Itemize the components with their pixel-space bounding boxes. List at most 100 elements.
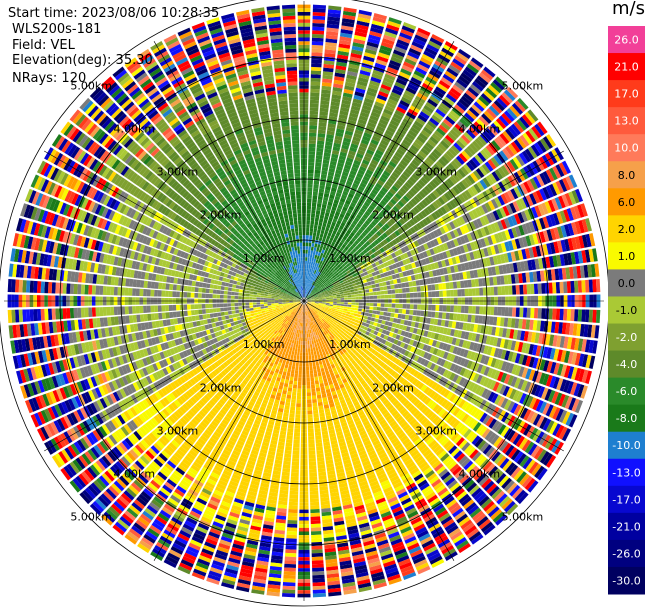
radar-gate bbox=[306, 283, 309, 287]
radar-gate bbox=[312, 8, 326, 13]
radar-gate bbox=[347, 176, 354, 183]
radar-gate bbox=[318, 263, 322, 268]
radar-gate bbox=[319, 233, 324, 238]
radar-gate bbox=[320, 100, 330, 105]
radar-gate bbox=[298, 377, 302, 382]
radar-gate bbox=[372, 287, 377, 292]
radar-gate bbox=[294, 425, 301, 430]
radar-gate bbox=[338, 155, 347, 161]
radar-gate bbox=[369, 292, 374, 296]
radar-gate bbox=[306, 290, 308, 295]
radar-gate bbox=[563, 281, 568, 294]
radar-gate bbox=[327, 171, 335, 177]
radar-gate bbox=[285, 549, 297, 554]
radar-gate bbox=[315, 236, 320, 241]
radar-gate bbox=[364, 128, 374, 136]
radar-gate bbox=[283, 578, 296, 583]
radar-gate bbox=[316, 350, 320, 355]
radar-gate bbox=[347, 297, 352, 300]
radar-gate bbox=[359, 111, 370, 118]
radar-gate bbox=[324, 212, 330, 217]
radar-gate bbox=[386, 312, 392, 317]
radar-gate bbox=[311, 395, 317, 400]
radar-gate bbox=[287, 516, 298, 521]
radar-gate bbox=[315, 162, 322, 167]
radar-gate bbox=[304, 282, 306, 287]
radar-gate bbox=[310, 384, 316, 389]
radar-gate bbox=[312, 277, 315, 282]
radar-gate bbox=[329, 303, 334, 305]
radar-gate bbox=[305, 290, 307, 294]
radar-gate bbox=[335, 169, 342, 175]
radar-gate bbox=[314, 424, 321, 429]
radar-gate bbox=[512, 285, 517, 295]
radar-gate bbox=[306, 333, 309, 338]
radar-gate bbox=[325, 246, 329, 252]
radar-gate bbox=[330, 209, 336, 215]
radar-gate bbox=[348, 150, 356, 156]
radar-gate bbox=[311, 265, 315, 270]
radar-gate bbox=[302, 315, 304, 320]
radar-gate bbox=[305, 260, 307, 265]
radar-gate bbox=[519, 284, 524, 295]
radar-gate bbox=[352, 163, 360, 169]
radar-gate bbox=[307, 287, 310, 291]
radar-gate bbox=[291, 399, 296, 404]
radar-gate bbox=[310, 224, 314, 229]
radar-gate bbox=[333, 199, 340, 205]
radar-gate bbox=[313, 417, 320, 422]
radar-gate bbox=[314, 173, 321, 178]
radar-gate bbox=[306, 220, 310, 225]
radar-gate bbox=[340, 148, 349, 154]
radar-gate bbox=[312, 343, 315, 348]
radar-gate bbox=[412, 315, 417, 322]
radar-gate bbox=[305, 279, 307, 283]
radar-gate bbox=[336, 302, 341, 304]
radar-gate bbox=[337, 204, 343, 210]
radar-gate bbox=[363, 101, 373, 108]
radar-gate bbox=[323, 155, 331, 161]
radar-gate bbox=[341, 18, 355, 24]
radar-gate bbox=[309, 114, 318, 119]
radar-gate bbox=[312, 589, 326, 594]
radar-gate bbox=[321, 170, 328, 175]
radar-gate bbox=[315, 258, 319, 263]
radar-gate bbox=[311, 276, 314, 281]
radar-gate bbox=[299, 359, 303, 364]
radar-gate bbox=[340, 174, 348, 181]
radar-gate bbox=[310, 261, 314, 266]
radar-gate bbox=[305, 341, 308, 345]
radar-gate bbox=[552, 308, 557, 320]
radar-gate bbox=[446, 290, 451, 297]
radar-gates bbox=[7, 4, 601, 598]
radar-gate bbox=[298, 370, 302, 375]
radar-gate bbox=[286, 534, 297, 539]
radar-gate bbox=[431, 311, 436, 318]
radar-gate bbox=[325, 42, 337, 47]
radar-gate bbox=[468, 306, 473, 314]
radar-gate bbox=[347, 294, 352, 298]
radar-gate bbox=[333, 226, 339, 232]
radar-gate bbox=[312, 30, 325, 35]
radar-gate bbox=[340, 298, 345, 300]
radar-gate bbox=[329, 112, 338, 118]
radar-gate bbox=[585, 279, 590, 293]
radar-gate bbox=[299, 330, 302, 334]
radar-gate bbox=[362, 302, 367, 306]
radar-gate bbox=[309, 284, 312, 288]
radar-gate bbox=[336, 61, 348, 67]
radar-gate bbox=[309, 369, 314, 374]
radar-gate bbox=[320, 257, 325, 262]
radar-gate bbox=[317, 129, 326, 134]
radar-gate bbox=[284, 556, 297, 561]
radar-gate bbox=[331, 183, 338, 189]
radar-gate bbox=[309, 231, 313, 236]
radar-gate bbox=[346, 74, 357, 81]
radar-gate bbox=[317, 259, 321, 264]
radar-gate bbox=[347, 306, 352, 310]
radar-gate bbox=[335, 223, 340, 229]
radar-gate bbox=[306, 202, 312, 207]
radar-gate bbox=[355, 125, 365, 132]
radar-gate bbox=[309, 366, 313, 371]
radar-gate bbox=[552, 282, 557, 294]
